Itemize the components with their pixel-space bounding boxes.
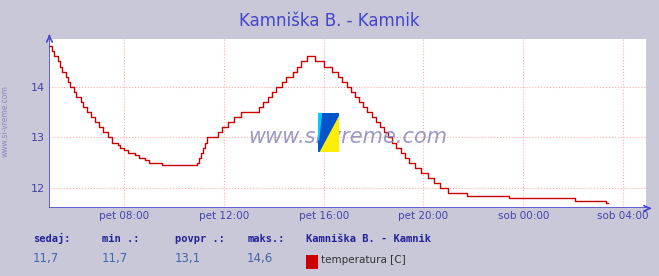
Text: 11,7: 11,7 [33, 252, 59, 265]
Text: sedaj:: sedaj: [33, 233, 71, 244]
Text: Kamniška B. - Kamnik: Kamniška B. - Kamnik [239, 12, 420, 30]
Text: www.si-vreme.com: www.si-vreme.com [248, 127, 447, 147]
Text: Kamniška B. - Kamnik: Kamniška B. - Kamnik [306, 234, 432, 244]
Text: 13,1: 13,1 [175, 252, 201, 265]
Text: www.si-vreme.com: www.si-vreme.com [1, 86, 10, 157]
Polygon shape [318, 113, 339, 152]
Text: 11,7: 11,7 [102, 252, 129, 265]
Text: temperatura [C]: temperatura [C] [321, 255, 406, 265]
Text: 14,6: 14,6 [247, 252, 273, 265]
Text: maks.:: maks.: [247, 234, 285, 244]
Polygon shape [318, 113, 321, 140]
Text: povpr .:: povpr .: [175, 234, 225, 244]
Text: min .:: min .: [102, 234, 140, 244]
Polygon shape [318, 113, 339, 152]
